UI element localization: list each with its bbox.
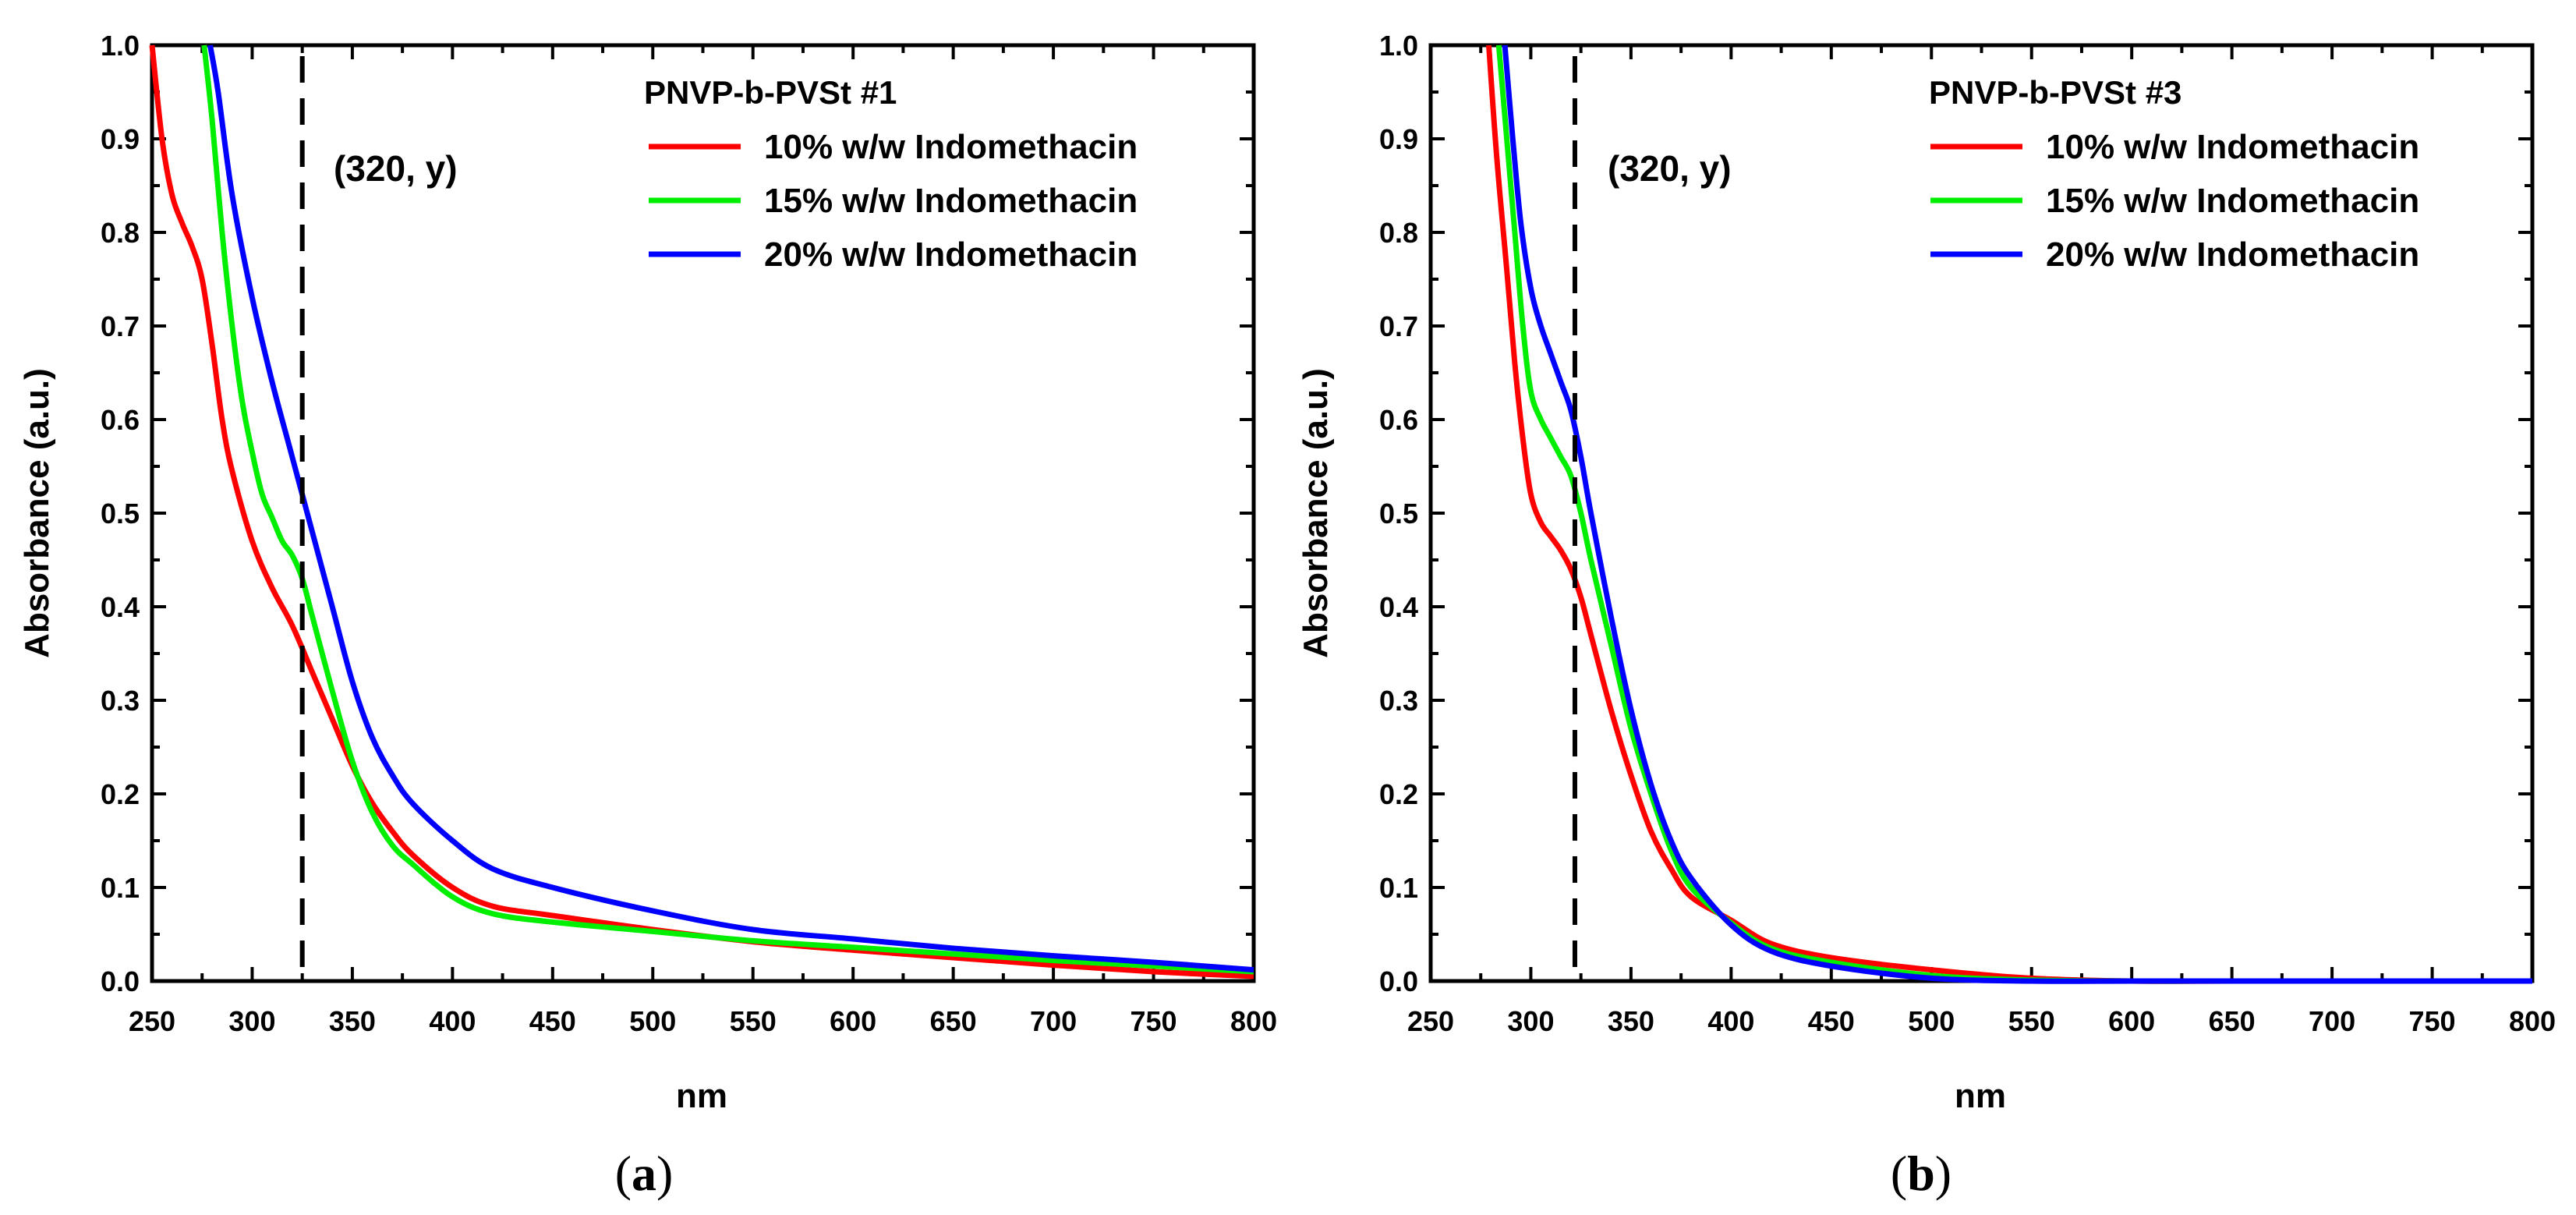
y-tick-label-a: 0.2 xyxy=(101,778,140,810)
panel-label-a: (a) xyxy=(615,1146,674,1201)
y-tick-label-b: 0.6 xyxy=(1379,404,1418,436)
y-tick-label-a: 0.3 xyxy=(101,685,140,717)
y-tick-label-b: 0.7 xyxy=(1379,310,1418,342)
series-line-a-2 xyxy=(207,44,1254,973)
x-tick-label-a: 250 xyxy=(129,1005,175,1037)
y-tick-label-b: 1.0 xyxy=(1379,30,1418,62)
annotation-b: (320, y) xyxy=(1608,148,1732,189)
x-tick-label-a: 400 xyxy=(429,1005,476,1037)
x-tick-label-b: 800 xyxy=(2509,1005,2556,1037)
y-tick-label-b: 0.8 xyxy=(1379,217,1418,249)
legend-label-a-0: 10% w/w Indomethacin xyxy=(764,128,1138,166)
y-tick-label-b: 0.1 xyxy=(1379,872,1418,904)
y-tick-label-a: 0.6 xyxy=(101,404,140,436)
x-tick-label-a: 550 xyxy=(730,1005,777,1037)
x-tick-label-a: 450 xyxy=(529,1005,576,1037)
x-axis-title-b: nm xyxy=(1955,1077,2006,1115)
x-tick-label-a: 300 xyxy=(228,1005,275,1037)
x-tick-label-b: 700 xyxy=(2309,1005,2355,1037)
x-tick-label-b: 400 xyxy=(1707,1005,1754,1037)
y-axis-title-a: Absorbance (a.u.) xyxy=(18,368,56,658)
y-tick-labels-b: 0.0 0.1 0.2 0.3 0.4 0.5 0.6 0.7 0.8 0.9 1.0 xyxy=(1379,30,1418,997)
y-tick-label-a: 0.4 xyxy=(101,591,140,623)
x-tick-label-a: 600 xyxy=(830,1005,876,1037)
legend-label-a-1: 15% w/w Indomethacin xyxy=(764,182,1138,220)
x-tick-label-a: 500 xyxy=(629,1005,676,1037)
y-tick-label-a: 0.5 xyxy=(101,498,140,530)
x-tick-label-b: 550 xyxy=(2008,1005,2055,1037)
y-tick-label-a: 1.0 xyxy=(101,30,140,62)
series-lines-a xyxy=(149,44,1254,979)
y-axis-title-b: Absorbance (a.u.) xyxy=(1297,368,1335,658)
legend-title-b: PNVP-b-PVSt #3 xyxy=(1929,74,2181,111)
legend-label-a-2: 20% w/w Indomethacin xyxy=(764,236,1138,274)
x-tick-label-b: 650 xyxy=(2209,1005,2256,1037)
annotation-a: (320, y) xyxy=(334,148,458,189)
series-line-b-2 xyxy=(1502,44,2532,984)
y-tick-label-a: 0.7 xyxy=(101,310,140,342)
y-tick-label-a: 0.8 xyxy=(101,217,140,249)
legend-b: PNVP-b-PVSt #3 10% w/w Indomethacin 15% … xyxy=(1929,74,2419,274)
x-tick-label-a: 350 xyxy=(329,1005,376,1037)
y-tick-label-b: 0.3 xyxy=(1379,685,1418,717)
x-tick-label-a: 700 xyxy=(1030,1005,1077,1037)
y-tick-label-b: 0.2 xyxy=(1379,778,1418,810)
x-tick-label-b: 500 xyxy=(1908,1005,1955,1037)
y-tick-label-b: 0.0 xyxy=(1379,965,1418,997)
x-tick-labels-b: 250 300 350 400 450 500 550 600 650 700 750 800 xyxy=(1407,1005,2556,1037)
legend-label-b-2: 20% w/w Indomethacin xyxy=(2046,236,2419,274)
ticks-a xyxy=(150,44,1255,983)
x-tick-label-b: 350 xyxy=(1608,1005,1654,1037)
x-tick-label-a: 650 xyxy=(930,1005,977,1037)
y-tick-label-b: 0.4 xyxy=(1379,591,1418,623)
y-tick-label-b: 0.5 xyxy=(1379,498,1418,530)
x-tick-label-b: 250 xyxy=(1407,1005,1454,1037)
legend-label-b-1: 15% w/w Indomethacin xyxy=(2046,182,2419,220)
legend-label-b-0: 10% w/w Indomethacin xyxy=(2046,128,2419,166)
chart-panel-b: 250 300 350 400 450 500 550 600 650 700 750 800 0.0… xyxy=(1297,30,2556,1201)
x-tick-label-b: 450 xyxy=(1808,1005,1855,1037)
chart-panel-a: 250 300 350 400 450 500 550 600 650 700 750 800 0.0… xyxy=(18,30,1277,1201)
legend-a: PNVP-b-PVSt #1 10% w/w Indomethacin 15% … xyxy=(644,74,1138,274)
x-tick-label-a: 750 xyxy=(1131,1005,1177,1037)
x-axis-title-a: nm xyxy=(676,1077,727,1115)
y-tick-label-a: 0.0 xyxy=(101,965,140,997)
panel-label-b: (b) xyxy=(1891,1146,1951,1201)
x-tick-label-b: 750 xyxy=(2409,1005,2456,1037)
y-tick-labels-a: 0.0 0.1 0.2 0.3 0.4 0.5 0.6 0.7 0.8 0.9 1.0 xyxy=(101,30,140,997)
legend-title-a: PNVP-b-PVSt #1 xyxy=(644,74,897,111)
y-tick-label-a: 0.9 xyxy=(101,123,140,155)
y-tick-label-b: 0.9 xyxy=(1379,123,1418,155)
x-tick-labels-a: 250 300 350 400 450 500 550 600 650 700 750 800 xyxy=(129,1005,1277,1037)
x-tick-label-b: 300 xyxy=(1507,1005,1554,1037)
y-tick-label-a: 0.1 xyxy=(101,872,140,904)
series-lines-b xyxy=(1486,44,2532,984)
x-tick-label-a: 800 xyxy=(1230,1005,1277,1037)
series-line-a-1 xyxy=(201,44,1254,975)
x-tick-label-b: 600 xyxy=(2108,1005,2155,1037)
